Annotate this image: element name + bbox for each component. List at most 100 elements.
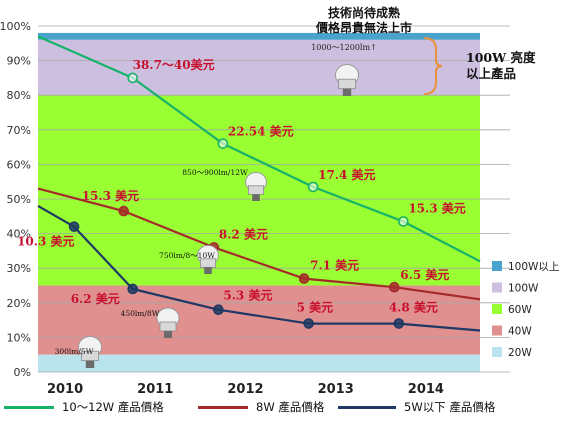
band-legend-swatch-4 (492, 347, 502, 357)
bulb-icon-12w (245, 172, 267, 201)
bulb-icon-450lm (156, 307, 180, 338)
band-3 (38, 285, 480, 355)
x-tick-label-4: 2014 (408, 382, 444, 397)
legend-swatch-5w (338, 405, 396, 409)
legend-item-5w: 5W以下 產品價格 (338, 396, 495, 418)
legend-swatch-8w (198, 405, 248, 409)
bulb-icon-12w-body (247, 185, 264, 195)
bulb-label-450lm: 450lm/8W (121, 309, 160, 318)
series-0-label-3: 15.3 美元 (408, 200, 465, 215)
top-note-line2: 價格昂貴無法上市 (315, 20, 412, 35)
bulb-label-12w: 850～900lm/12W (182, 168, 248, 177)
legend-swatch-12w (4, 405, 54, 409)
bulb-icon-12w-base (252, 194, 260, 201)
series-2-label-1: 6.2 美元 (71, 291, 120, 306)
series-0-point-2 (307, 181, 319, 193)
band-legend-swatch-0 (492, 261, 502, 271)
bulb-label-300lm: 300lm/5W (55, 347, 94, 356)
series-2-point-0 (68, 221, 80, 232)
top-note-line1: 技術尚待成熟 (328, 5, 400, 20)
series-2-point-3 (303, 318, 314, 329)
y-tick-label-3: 30% (7, 262, 31, 275)
series-line-0 (37, 35, 481, 263)
x-tick-label-1: 2011 (137, 382, 173, 397)
band-legend-label-2: 60W (508, 304, 532, 316)
band-4 (38, 354, 480, 372)
band-legend-label-0: 100W以上 (508, 261, 559, 273)
bulb-icon-300lm-base (85, 360, 95, 368)
series-2-label-4: 4.8 美元 (389, 300, 438, 315)
y-tick-label-8: 80% (7, 89, 31, 102)
series-1-point-3 (389, 281, 400, 293)
bulb-icon-8w (197, 245, 219, 274)
range-100w-label: 1000～1200lm↑ (311, 43, 377, 52)
series-1-label-2: 7.1 美元 (310, 258, 359, 273)
series-legend: 10～12W 產品價格 8W 產品價格 5W以下 產品價格 (0, 396, 564, 418)
legend-item-8w: 8W 產品價格 (198, 396, 324, 418)
series-2-label-2: 5.3 美元 (223, 288, 272, 303)
series-1-label-0: 15.3 美元 (82, 188, 139, 203)
series-1-point-0 (118, 205, 129, 217)
bulb-icon-100w-base (342, 88, 352, 96)
band-0 (38, 32, 480, 40)
series-2-point-4 (393, 318, 405, 329)
series-0-point-3 (398, 216, 409, 227)
band-1 (38, 39, 480, 96)
x-tick-label-0: 2010 (47, 382, 83, 397)
series-0-label-1: 22.54 美元 (228, 124, 294, 139)
bulb-icon-450lm-body (159, 321, 177, 332)
bulb-icon-8w-base (204, 267, 212, 274)
x-axis-tick-labels: 2010 2011 2012 2013 2014 (47, 382, 444, 397)
data-labels: 38.7～40美元 22.54 美元 17.4 美元 15.3 美元 15.3 美元 8.… (17, 57, 466, 315)
bulb-label-8w: 750lm/8～10W (159, 251, 215, 260)
legend-label-5w: 5W以下 產品價格 (404, 400, 496, 414)
x-tick-label-3: 2013 (318, 382, 354, 397)
x-tick-label-2: 2012 (227, 382, 263, 397)
legend-label-8w: 8W 產品價格 (256, 400, 325, 414)
bulb-icon-8w-body (199, 258, 216, 268)
series-1-label-1: 8.2 美元 (219, 226, 268, 241)
label-100w-line1: 100W 亮度 (466, 50, 536, 65)
series-0-label-2: 17.4 美元 (318, 167, 375, 182)
y-tick-label-9: 90% (7, 55, 31, 68)
y-tick-label-4: 40% (7, 228, 31, 241)
series-1-label-3: 6.5 美元 (400, 267, 449, 282)
brace-100w (423, 37, 443, 95)
series-points (68, 72, 409, 329)
band-legend-swatch-2 (492, 304, 502, 314)
band-legend-swatch-1 (492, 282, 502, 293)
legend-label-12w: 10～12W 產品價格 (62, 400, 164, 414)
bulb-illustrations (77, 64, 360, 368)
y-tick-label-0: 0% (14, 366, 31, 379)
bulb-icon-100w (334, 64, 360, 96)
y-tick-label-6: 60% (7, 158, 31, 171)
bulb-icon-100w-body (338, 78, 356, 90)
series-0-label-0: 38.7～40美元 (133, 57, 215, 72)
y-tick-label-2: 20% (7, 297, 31, 310)
y-axis-tick-labels: 0% 10% 20% 30% 40% 50% 60% 70% 80% 90% 100% (0, 20, 31, 379)
label-100w-line2: 以上產品 (466, 66, 516, 81)
bulb-icon-300lm (77, 336, 103, 368)
band-legend: 100W以上 100W 60W 40W 20W (492, 261, 559, 359)
series-2-point-2 (213, 304, 224, 316)
series-0-point-1 (217, 138, 229, 149)
legend-item-12w: 10～12W 產品價格 (4, 396, 164, 418)
grid-lines (38, 25, 510, 373)
series-2-label-3: 5 美元 (297, 300, 334, 315)
band-legend-label-4: 20W (508, 347, 532, 359)
band-legend-label-1: 100W (508, 283, 539, 295)
band-legend-label-3: 40W (508, 326, 532, 338)
y-tick-label-1: 10% (7, 331, 31, 344)
brightness-bands (38, 32, 480, 372)
bulb-icon-450lm-base (164, 331, 172, 338)
band-legend-swatch-3 (492, 325, 502, 336)
y-tick-label-7: 70% (7, 124, 31, 137)
series-1-point-2 (298, 273, 310, 284)
y-tick-label-5: 50% (7, 193, 31, 206)
series-2-label-0: 10.3 美元 (17, 234, 74, 249)
series-line-1 (37, 187, 481, 301)
y-tick-label-10: 100% (0, 20, 31, 33)
series-2-point-1 (127, 283, 139, 295)
